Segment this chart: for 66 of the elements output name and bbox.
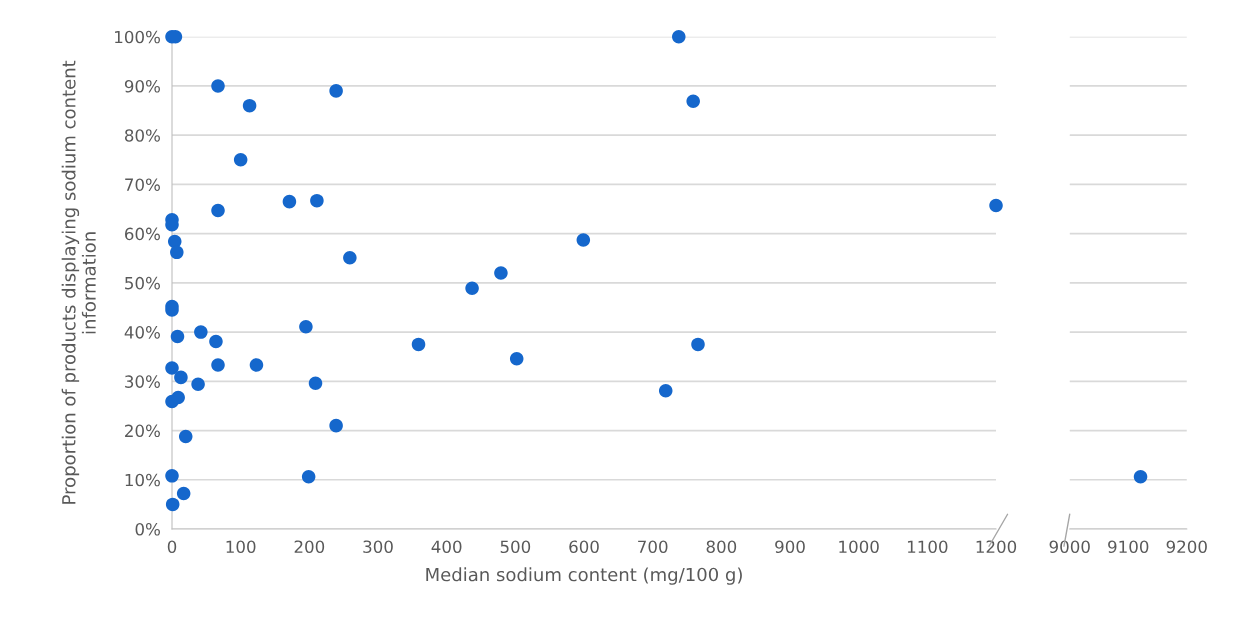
y-tick-label: 70% — [125, 178, 160, 191]
y-tick-label: 20% — [125, 424, 160, 438]
x-tick-label: 200 — [294, 540, 325, 554]
point — [211, 358, 225, 372]
point — [165, 361, 179, 375]
y-tick-label: 10% — [125, 473, 160, 487]
point — [176, 486, 191, 501]
point — [165, 497, 180, 512]
point — [989, 198, 1003, 213]
point — [465, 281, 479, 296]
point — [686, 94, 700, 108]
point — [329, 84, 343, 98]
x-tick-label: 700 — [638, 540, 668, 554]
y-axis-title: Proportion of products displaying sodium content information — [61, 60, 96, 504]
point — [209, 334, 223, 349]
y-tick-label: 30% — [125, 375, 160, 388]
y-tick-label: 90% — [124, 79, 160, 93]
point — [242, 98, 257, 113]
point — [672, 29, 686, 44]
point — [509, 351, 524, 366]
point — [211, 203, 225, 218]
x-tick-label: 800 — [706, 540, 737, 554]
x-axis-title: Median sodium content (mg/100 g) — [426, 567, 742, 585]
point — [170, 245, 184, 260]
y-tick-label: 80% — [124, 129, 160, 142]
x-tick-label: 900 — [775, 540, 805, 554]
y-tick-label: 40% — [124, 326, 160, 339]
point — [658, 383, 673, 398]
x-tick-label: 9100 — [1108, 540, 1149, 554]
point — [194, 325, 208, 339]
point — [329, 418, 343, 433]
x-tick-label: 300 — [363, 540, 393, 554]
point — [310, 193, 324, 208]
y-tick-label: 50% — [125, 276, 160, 290]
point — [178, 429, 193, 444]
point — [343, 251, 357, 265]
point — [494, 266, 508, 280]
x-tick-label: 500 — [500, 540, 531, 554]
point — [174, 370, 188, 385]
point — [301, 470, 316, 484]
x-tick-label: 0 — [167, 540, 177, 554]
x-tick-label: 9000 — [1049, 540, 1090, 554]
point — [171, 390, 185, 405]
x-tick-label: 1100 — [907, 540, 948, 554]
point — [411, 337, 426, 352]
point — [170, 329, 185, 344]
point — [308, 376, 323, 391]
x-tick-label: 600 — [569, 540, 599, 554]
y-tick-label: 100% — [115, 30, 160, 44]
point — [211, 79, 225, 93]
point — [282, 194, 297, 209]
point — [165, 469, 179, 483]
point — [576, 233, 591, 247]
point — [167, 234, 182, 249]
y-tick-label: 60% — [125, 227, 160, 241]
x-tick-label: 400 — [431, 540, 462, 554]
point — [691, 337, 705, 352]
point — [191, 377, 205, 392]
x-tick-label: 100 — [226, 540, 256, 554]
point — [299, 319, 313, 334]
point — [233, 153, 248, 167]
point — [249, 358, 264, 372]
x-tick-label: 1200 — [976, 540, 1017, 554]
x-tick-label: 9200 — [1166, 540, 1207, 554]
x-tick-label: 1000 — [839, 540, 879, 554]
y-tick-label: 0% — [135, 522, 160, 536]
